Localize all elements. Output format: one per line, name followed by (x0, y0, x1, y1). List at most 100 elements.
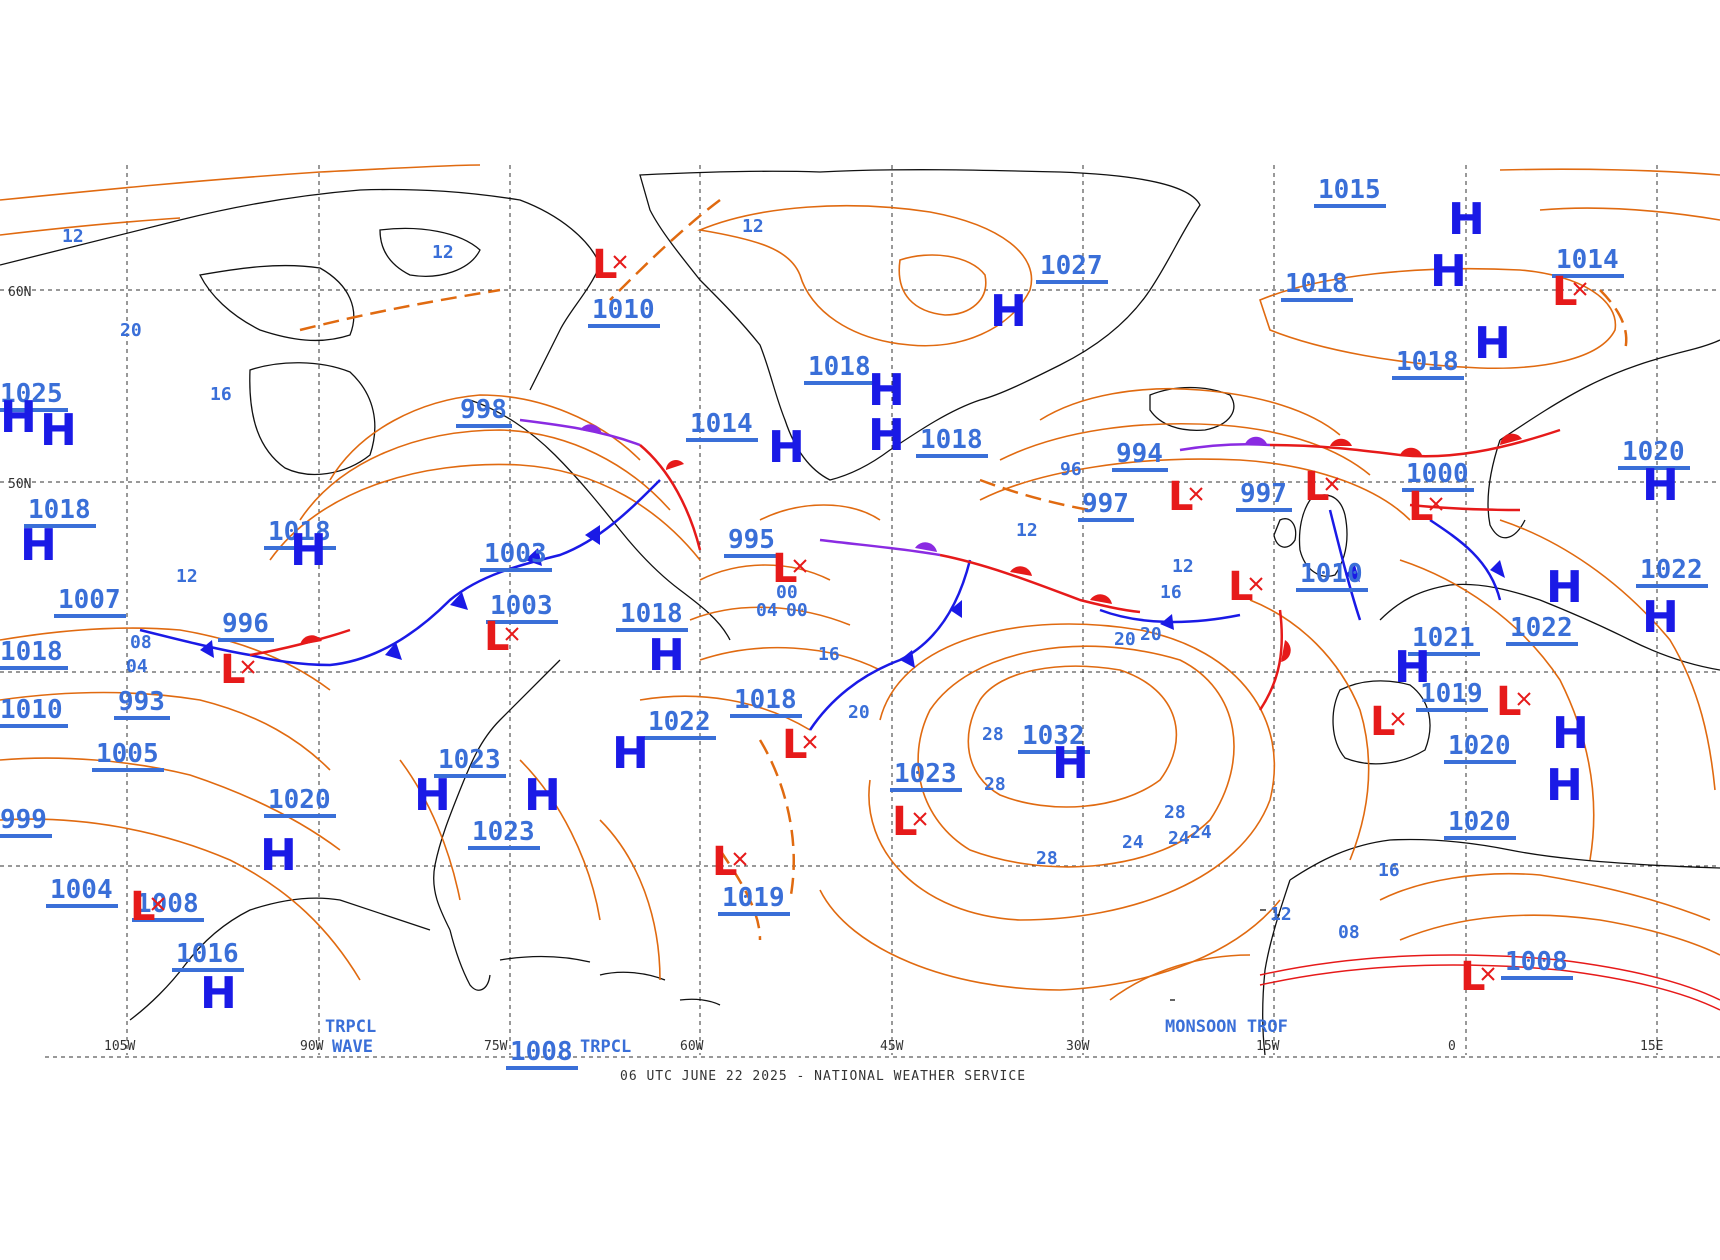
low-pressure-center: L (130, 884, 156, 930)
isobar-label: 16 (818, 644, 840, 665)
low-pressure-center: L (1496, 679, 1522, 725)
pressure-value: 1018 (808, 352, 871, 382)
low-pressure-center: L (1304, 464, 1330, 510)
pressure-value: 997 (1240, 479, 1287, 509)
trough (1599, 289, 1628, 351)
monsoon-trough-label: MONSOON TROF (1165, 1017, 1288, 1037)
pressure-value: 1018 (734, 685, 797, 715)
isobar-label: 12 (1270, 904, 1292, 925)
high-pressure-center: H (1546, 760, 1583, 811)
pressure-value: 1020 (268, 785, 331, 815)
isobar-label: 28 (984, 774, 1006, 795)
isobar-label: 16 (1378, 860, 1400, 881)
high-pressure-center: H (648, 630, 685, 681)
isobar-label: 16 (210, 384, 232, 405)
high-pressure-center: H (414, 770, 451, 821)
isobar-label: 16 (1160, 582, 1182, 603)
high-pressure-center: H (768, 422, 805, 473)
high-pressure-center: H (1642, 592, 1679, 643)
warm-front (1258, 609, 1284, 711)
pressure-value: 1018 (268, 517, 331, 547)
isobar-label: 20 (1114, 629, 1136, 650)
low-pressure-center: L (1228, 564, 1254, 610)
pressure-value: 1005 (96, 739, 159, 769)
pressure-value: 994 (1116, 439, 1163, 469)
longitude-label: 45W (880, 1039, 904, 1054)
pressure-value: 1022 (1510, 613, 1573, 643)
pressure-value: 997 (1082, 489, 1129, 519)
pressure-value: 1010 (1300, 559, 1363, 589)
warm-front (639, 444, 702, 551)
isobar-label: 04 (126, 656, 148, 677)
pressure-value: 1018 (28, 495, 91, 525)
monsoon-trough (1259, 964, 1720, 1011)
trough (299, 288, 501, 332)
isobars (0, 164, 1720, 1001)
high-pressure-center: H (200, 968, 237, 1019)
pressure-value: 1003 (484, 539, 547, 569)
pressure-value: 1020 (1448, 731, 1511, 761)
pressure-value: 1022 (1640, 555, 1703, 585)
monsoon-trough (1259, 954, 1720, 1001)
pressure-value: 1025 (0, 379, 63, 409)
high-pressure-center: H (1552, 708, 1589, 759)
high-pressure-center: H (1448, 194, 1485, 245)
pressure-value: 1016 (176, 939, 239, 969)
isobar-label: 28 (1164, 802, 1186, 823)
warm-front (1409, 503, 1521, 512)
low-pressure-center: L (220, 647, 246, 693)
pressure-value: 1027 (1040, 251, 1103, 281)
cold-front (1328, 509, 1362, 621)
pressure-value: 1003 (490, 591, 553, 621)
pressure-value: 998 (460, 395, 507, 425)
trough (758, 739, 795, 901)
isobar-label: 24 (1168, 828, 1190, 849)
front-symbols (200, 424, 1522, 668)
pressure-value: 1018 (0, 637, 63, 667)
pressure-value: 1000 (1406, 459, 1469, 489)
low-pressure-center: L (772, 546, 798, 592)
map-caption: 06 UTC JUNE 22 2025 - NATIONAL WEATHER S… (620, 1069, 1026, 1084)
low-pressure-center: L (892, 799, 918, 845)
pressure-value: 1020 (1622, 437, 1685, 467)
pressure-values: 1015 1027 1018 1014 1010 1018 1018 1018 998 1014 9… (0, 175, 1708, 1070)
longitude-label: 60W (680, 1039, 704, 1054)
pressure-value: 1008 (136, 889, 199, 919)
high-pressure-center: H (20, 520, 57, 571)
isobar-label: 20 (848, 702, 870, 723)
high-pressure-center: H (524, 770, 561, 821)
pressure-value: 1008 (510, 1037, 573, 1067)
latitude-label: 60N (8, 285, 31, 300)
low-pressure-center: L (1408, 484, 1434, 530)
coastlines (0, 169, 1720, 1056)
low-pressure-center: L (1370, 699, 1396, 745)
trough (979, 478, 1091, 512)
isobar-label: 96 (1060, 459, 1082, 480)
pressure-value: 1007 (58, 585, 121, 615)
pressure-value: 1018 (620, 599, 683, 629)
pressure-value: 1019 (722, 883, 785, 913)
tropical-wave-label: WAVE (332, 1037, 373, 1057)
high-pressure-center: H (1642, 460, 1679, 511)
longitude-labels: 105W 90W 75W 60W 45W 30W 15W 0 15E (104, 1039, 1663, 1054)
pressure-value: 1010 (0, 695, 63, 725)
latitude-label: 50N (8, 477, 31, 492)
high-pressure-center: H (40, 405, 77, 456)
high-pressure-center: H (290, 525, 327, 576)
pressure-value: 1023 (472, 817, 535, 847)
isobar-label: 24 (1122, 832, 1144, 853)
isobar-label: 28 (1036, 848, 1058, 869)
pressure-value: 1008 (1505, 947, 1568, 977)
pressure-value: 1015 (1318, 175, 1381, 205)
pressure-value: 1020 (1448, 807, 1511, 837)
map-area (0, 165, 1720, 1055)
pressure-value: 993 (118, 687, 165, 717)
isobar-label: 28 (982, 724, 1004, 745)
high-pressure-center: H (0, 392, 37, 443)
warm-front (1269, 428, 1561, 458)
cold-front (139, 628, 251, 657)
longitude-label: 30W (1066, 1039, 1090, 1054)
